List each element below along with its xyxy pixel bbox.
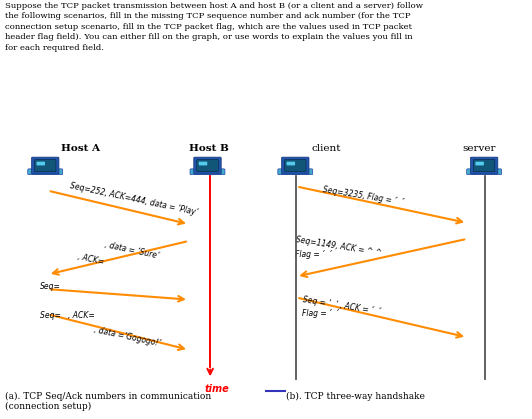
Text: Seq=252, ACK=444, data = ‘Play’: Seq=252, ACK=444, data = ‘Play’ <box>69 181 198 217</box>
FancyBboxPatch shape <box>281 157 309 174</box>
Text: Seq=3235, Flag = ’  ’: Seq=3235, Flag = ’ ’ <box>322 185 404 207</box>
FancyBboxPatch shape <box>476 162 484 166</box>
FancyBboxPatch shape <box>199 162 207 166</box>
Text: server: server <box>463 144 496 153</box>
Text: , data =‘Gogogo!’: , data =‘Gogogo!’ <box>93 325 161 348</box>
Text: Flag = ’  ’: Flag = ’ ’ <box>302 309 339 318</box>
Text: Flag = ’  ’: Flag = ’ ’ <box>295 250 332 259</box>
FancyBboxPatch shape <box>287 162 295 166</box>
Text: time: time <box>205 384 230 394</box>
Text: Seq = ’  ’ , ACK = ’  ’: Seq = ’ ’ , ACK = ’ ’ <box>302 295 381 316</box>
FancyBboxPatch shape <box>467 169 502 175</box>
Text: Suppose the TCP packet transmission between host A and host B (or a client and a: Suppose the TCP packet transmission betw… <box>5 2 423 52</box>
FancyBboxPatch shape <box>28 169 63 175</box>
Text: , ACK=: , ACK= <box>77 252 105 266</box>
FancyBboxPatch shape <box>194 157 221 174</box>
FancyBboxPatch shape <box>190 169 225 175</box>
Text: Host A: Host A <box>61 144 100 153</box>
Text: client: client <box>311 144 340 153</box>
FancyBboxPatch shape <box>278 169 313 175</box>
FancyBboxPatch shape <box>197 160 218 172</box>
Text: Seq=   , ACK=: Seq= , ACK= <box>40 310 95 320</box>
Text: , data = ‘Sure’: , data = ‘Sure’ <box>104 241 160 261</box>
FancyBboxPatch shape <box>473 160 495 172</box>
Text: (b). TCP three-way handshake: (b). TCP three-way handshake <box>286 392 425 401</box>
FancyBboxPatch shape <box>470 157 498 174</box>
Text: (a). TCP Seq/Ack numbers in communication
(connection setup): (a). TCP Seq/Ack numbers in communicatio… <box>5 392 212 411</box>
Text: Host B: Host B <box>189 144 229 153</box>
Text: Seq=1149, ACK = ^ ^: Seq=1149, ACK = ^ ^ <box>295 235 383 258</box>
FancyBboxPatch shape <box>31 157 59 174</box>
FancyBboxPatch shape <box>285 160 306 172</box>
Text: Seq=: Seq= <box>40 282 61 291</box>
FancyBboxPatch shape <box>35 160 56 172</box>
FancyBboxPatch shape <box>37 162 45 166</box>
